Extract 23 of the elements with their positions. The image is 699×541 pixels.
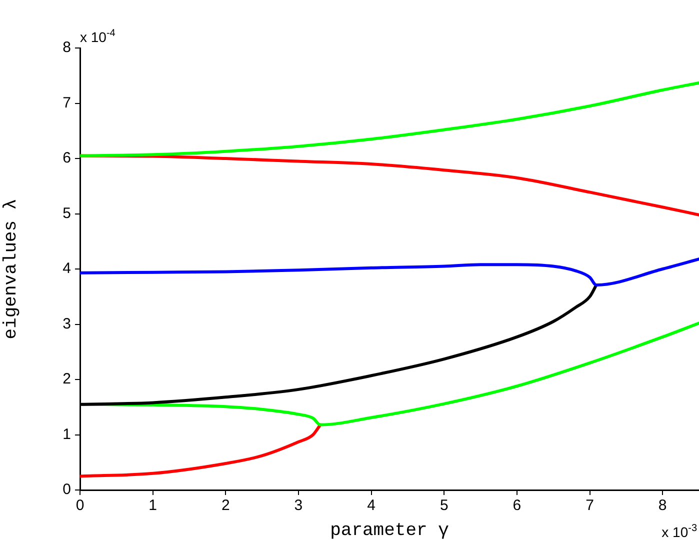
y-tick-label: 6 xyxy=(62,150,71,167)
y-tick-label: 0 xyxy=(62,481,71,498)
x-tick-label: 3 xyxy=(294,497,303,514)
x-tick-label: 7 xyxy=(586,497,594,514)
x-tick-label: 5 xyxy=(440,497,448,514)
y-tick-label: 8 xyxy=(62,39,71,56)
line-series xyxy=(80,81,699,158)
line-series xyxy=(80,258,699,287)
x-tick-label: 6 xyxy=(512,497,522,514)
x-tick-label: 4 xyxy=(367,497,376,514)
y-tick-label: 2 xyxy=(62,370,71,388)
y-tick-label: 7 xyxy=(62,94,71,112)
y-tick-label: 3 xyxy=(62,315,71,332)
x-tick-label: 8 xyxy=(658,497,667,514)
y-tick-label: 4 xyxy=(62,260,71,278)
y-tick-label: 5 xyxy=(62,204,71,222)
line-series xyxy=(80,423,322,478)
x-tick-label: 1 xyxy=(148,497,157,514)
y-axis-title: eigenvalues λ xyxy=(2,198,22,340)
x-axis-title: parameter γ xyxy=(330,520,450,541)
y-tick-label: 1 xyxy=(62,426,71,443)
x-tick-label: 2 xyxy=(221,497,230,514)
x-tick-label: 0 xyxy=(76,497,84,514)
